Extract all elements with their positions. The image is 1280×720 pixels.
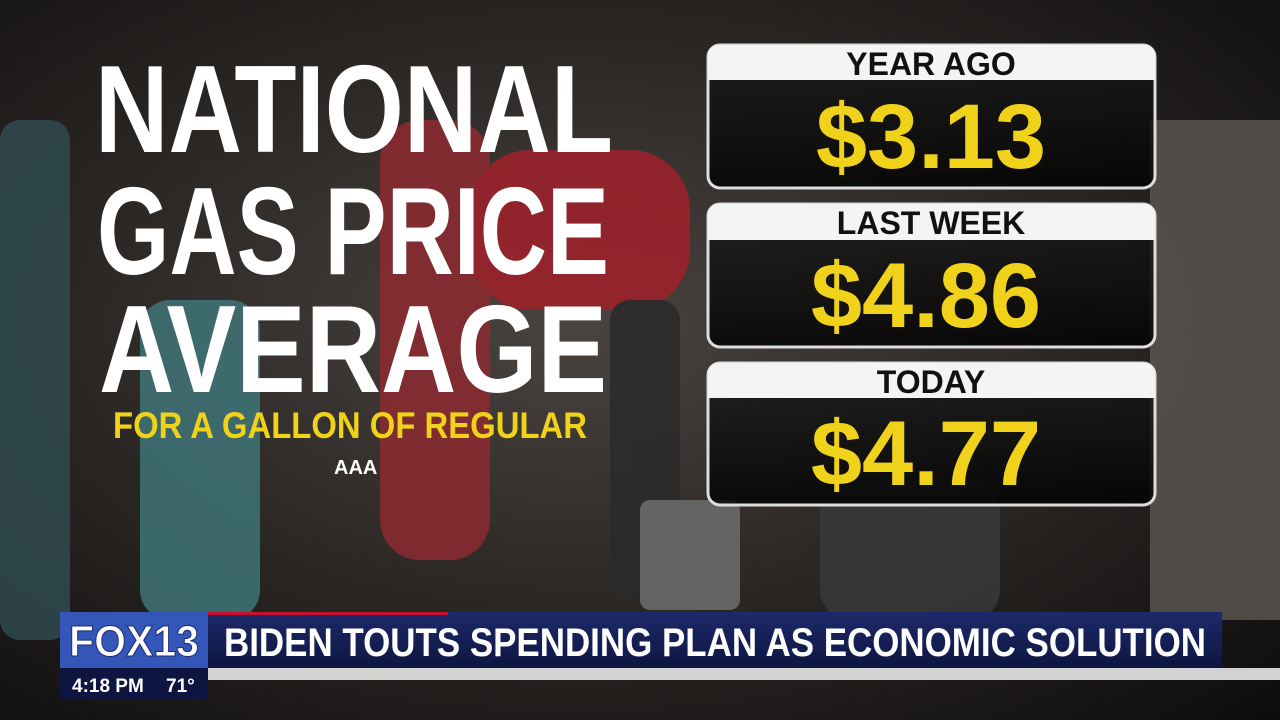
card-label: YEAR AGO bbox=[846, 46, 1016, 82]
source: AAA bbox=[334, 457, 377, 479]
accent-line bbox=[208, 612, 448, 615]
headline: BIDEN TOUTS SPENDING PLAN AS ECONOMIC SO… bbox=[224, 621, 1206, 665]
card-label: TODAY bbox=[877, 364, 985, 400]
price-card: YEAR AGO $3.13 bbox=[706, 43, 1157, 190]
price-card: LAST WEEK $4.86 bbox=[706, 202, 1157, 349]
background-pumps bbox=[0, 120, 1280, 640]
clock: 4:18 PM bbox=[72, 676, 144, 697]
price-card: TODAY $4.77 bbox=[706, 361, 1157, 507]
headline-bar bbox=[208, 612, 1222, 668]
card-price: $4.86 bbox=[811, 245, 1041, 347]
title-line: AVERAGE bbox=[99, 281, 607, 419]
temperature: 71° bbox=[166, 676, 195, 697]
card-label: LAST WEEK bbox=[837, 205, 1025, 241]
lower-third: FOX13 BIDEN TOUTS SPENDING PLAN AS ECONO… bbox=[60, 612, 1280, 700]
title-line: GAS PRICE bbox=[97, 163, 609, 301]
clock-bar bbox=[60, 668, 208, 700]
card-price: $3.13 bbox=[816, 86, 1046, 188]
logo: FOX13 bbox=[69, 617, 199, 666]
subtitle: FOR A GALLON OF REGULAR bbox=[113, 405, 587, 446]
ticker-edge bbox=[208, 668, 1280, 680]
title-line: NATIONAL bbox=[95, 41, 613, 179]
logo-box bbox=[60, 612, 208, 668]
card-price: $4.77 bbox=[811, 403, 1041, 505]
